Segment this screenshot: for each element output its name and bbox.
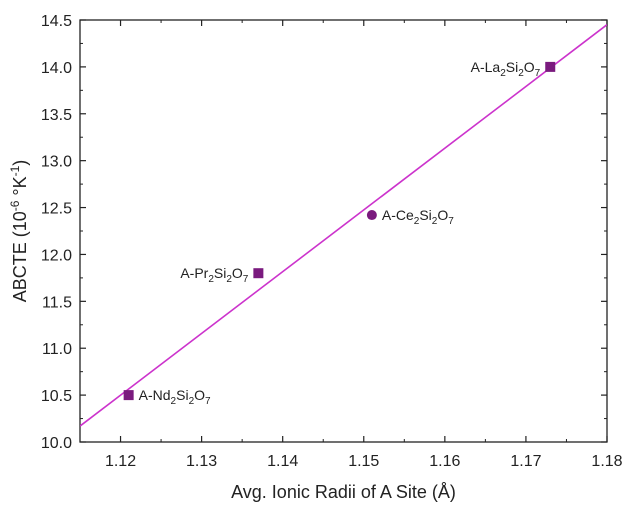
y-tick-label: 13.0 [41, 154, 72, 171]
label-text: A-La [471, 59, 501, 75]
point-label: A-Pr2Si2O7 [180, 265, 248, 285]
label-text: Si [214, 265, 226, 281]
point-label: A-Ce2Si2O7 [382, 207, 454, 227]
x-axis-label: Avg. Ionic Radii of A Site (Å) [231, 482, 456, 502]
label-text: A-Ce [382, 207, 414, 223]
label-text: Si [419, 207, 431, 223]
y-tick-label: 10.0 [41, 435, 72, 452]
x-tick-label: 1.15 [348, 453, 379, 470]
point-label: A-La2Si2O7 [471, 59, 541, 79]
label-subscript: 2 [171, 396, 177, 407]
y-label-text: ABCTE (10 [10, 211, 30, 302]
label-text: Si [176, 387, 188, 403]
label-subscript: 7 [205, 396, 211, 407]
y-label-text: °K [10, 176, 30, 200]
y-label-text: ) [10, 160, 30, 166]
x-tick-label: 1.17 [510, 453, 541, 470]
axes: 1.12 1.13 1.14 1.15 1.16 1.17 1.18 10.0 10.5 11.0… [41, 13, 623, 470]
y-tick-label: 13.5 [41, 107, 72, 124]
y-tick-label: 12.5 [41, 201, 72, 218]
y-tick-label: 11.5 [42, 294, 72, 311]
label-subscript: 2 [414, 216, 420, 227]
y-tick-label: 14.0 [41, 60, 72, 77]
y-tick-label: 10.5 [41, 388, 72, 405]
y-label-superscript: -6 [8, 200, 22, 211]
label-text: A-Pr [180, 265, 208, 281]
label-text: A-Nd [139, 387, 171, 403]
x-tick-label: 1.12 [105, 453, 136, 470]
label-subscript: 2 [432, 216, 438, 227]
label-text: O [524, 59, 535, 75]
fit-line [80, 24, 607, 427]
label-text: O [232, 265, 243, 281]
label-subscript: 7 [243, 274, 249, 285]
label-subscript: 7 [535, 68, 541, 79]
label-subscript: 2 [500, 68, 506, 79]
plot-frame [79, 19, 608, 443]
y-tick-label: 12.0 [41, 247, 72, 264]
label-text: O [437, 207, 448, 223]
data-point-square [253, 268, 264, 279]
point-label: A-Nd2Si2O7 [139, 387, 211, 407]
plot-area [79, 19, 608, 443]
data-point-square [123, 390, 134, 401]
data-point-circle [366, 210, 377, 221]
label-text: Si [506, 59, 518, 75]
axis-labels: A-Nd2Si2O7A-Pr2Si2O7A-Ce2Si2O7A-La2Si2O7… [8, 59, 541, 502]
label-text: O [194, 387, 205, 403]
x-tick-label: 1.16 [429, 453, 460, 470]
x-tick-label: 1.14 [267, 453, 298, 470]
label-subscript: 2 [226, 274, 232, 285]
x-tick-label: 1.18 [591, 453, 622, 470]
label-subscript: 2 [518, 68, 524, 79]
data-point-square [545, 61, 556, 72]
y-tick-label: 11.0 [42, 341, 72, 358]
x-tick-label: 1.13 [186, 453, 217, 470]
label-subscript: 2 [189, 396, 195, 407]
label-subscript: 7 [448, 216, 454, 227]
data-marks [80, 24, 607, 427]
y-tick-label: 14.5 [41, 13, 72, 30]
y-axis-label: ABCTE (10-6 °K-1) [8, 160, 30, 303]
y-label-superscript: -1 [8, 165, 22, 176]
label-subscript: 2 [208, 274, 214, 285]
